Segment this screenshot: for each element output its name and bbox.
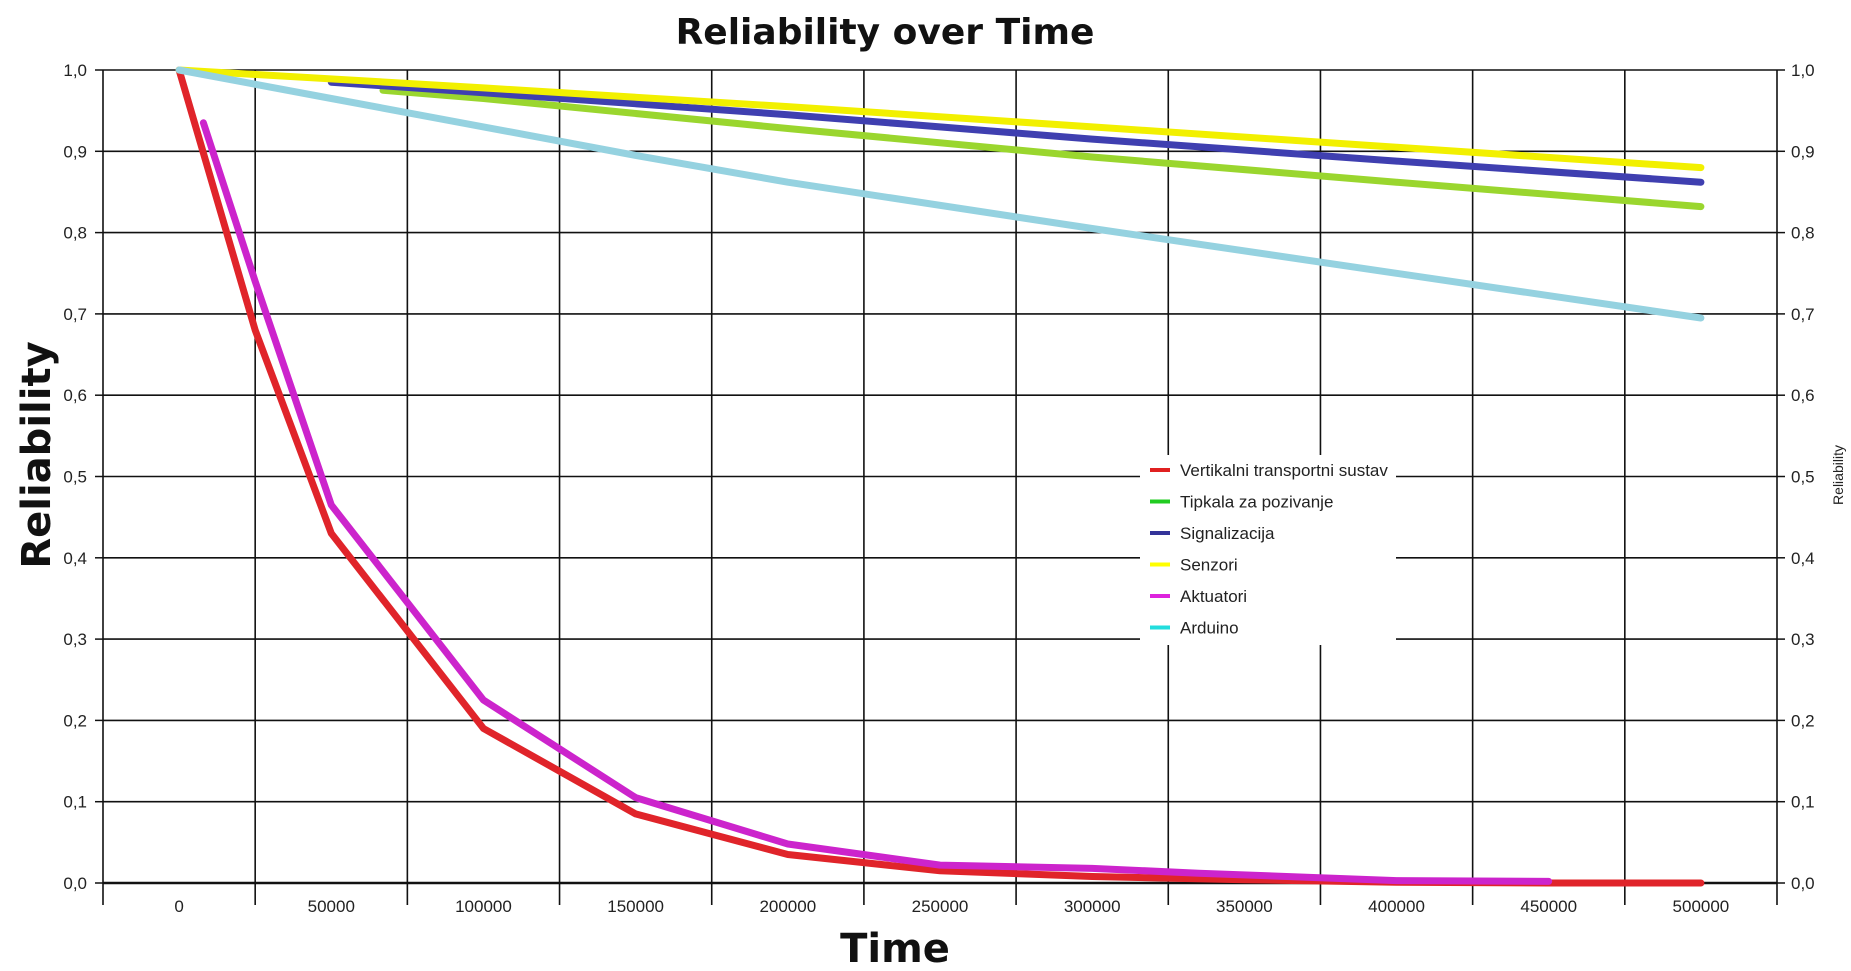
legend: Vertikalni transportni sustav Tipkala za … xyxy=(1140,455,1396,645)
y-axis-label: Reliability xyxy=(14,341,60,568)
y-tick-label: 0,6 xyxy=(63,386,87,405)
x-tick-label: 0 xyxy=(174,897,183,916)
legend-background xyxy=(1140,455,1396,645)
y2-tick-label: 0,4 xyxy=(1791,549,1815,568)
legend-label: Aktuatori xyxy=(1180,587,1247,606)
series-line-arduino xyxy=(175,66,1705,322)
y-tick-label: 0,4 xyxy=(63,549,87,568)
y-tick-label: 0,9 xyxy=(63,142,87,161)
y2-tick-label: 0,5 xyxy=(1791,468,1815,487)
legend-label: Senzori xyxy=(1180,556,1238,575)
x-axis-label: Time xyxy=(840,926,950,971)
y2-tick-label: 0,3 xyxy=(1791,630,1815,649)
y-tick-label: 0,3 xyxy=(63,630,87,649)
axes xyxy=(95,69,1785,884)
y-tick-label: 0,1 xyxy=(63,793,87,812)
y-tick-label: 0,5 xyxy=(63,468,87,487)
x-tick-label: 300000 xyxy=(1064,897,1121,916)
x-tick-label: 350000 xyxy=(1216,897,1273,916)
x-tick-label: 200000 xyxy=(759,897,816,916)
y2-tick-label: 0,2 xyxy=(1791,711,1815,730)
series-line-senzori xyxy=(175,66,1705,172)
y2-tick-label: 0,1 xyxy=(1791,793,1815,812)
y-tick-label: 1,0 xyxy=(63,61,87,80)
x-tick-label: 100000 xyxy=(455,897,512,916)
y-tick-label: 0,7 xyxy=(63,305,87,324)
y2-tick-label: 0,7 xyxy=(1791,305,1815,324)
x-tick-label: 50000 xyxy=(308,897,355,916)
chart-title: Reliability over Time xyxy=(676,12,1095,53)
series-line-signalizacija xyxy=(327,78,1705,186)
y-tick-label: 0,2 xyxy=(63,711,87,730)
y-tick-label: 0,0 xyxy=(63,874,87,893)
legend-label: Tipkala za pozivanje xyxy=(1180,493,1333,512)
series-line-tipkala-za-pozivanje xyxy=(379,86,1705,211)
legend-label: Signalizacija xyxy=(1180,524,1275,543)
x-tick-label: 400000 xyxy=(1368,897,1425,916)
x-tick-label: 150000 xyxy=(607,897,664,916)
x-tick-label: 250000 xyxy=(912,897,969,916)
y2-tick-label: 0,9 xyxy=(1791,142,1815,161)
y-tick-label: 0,8 xyxy=(63,224,87,243)
y2-tick-label: 0,6 xyxy=(1791,386,1815,405)
y2-tick-label: 0,8 xyxy=(1791,224,1815,243)
y2-axis-label: Reliability xyxy=(1830,445,1846,505)
x-tick-label: 500000 xyxy=(1673,897,1730,916)
tick-labels: 0,0 0,0 0,1 0,1 0,2 0,2 0,3 0,3 0,4 0,4 0,5 0,5 0,6 0… xyxy=(63,61,1814,916)
legend-label: Arduino xyxy=(1180,619,1239,638)
y2-tick-label: 1,0 xyxy=(1791,61,1815,80)
series-lines xyxy=(175,66,1705,887)
series-line-aktuatori xyxy=(199,119,1553,885)
legend-label: Vertikalni transportni sustav xyxy=(1180,461,1388,480)
x-tick-label: 450000 xyxy=(1520,897,1577,916)
y2-tick-label: 0,0 xyxy=(1791,874,1815,893)
